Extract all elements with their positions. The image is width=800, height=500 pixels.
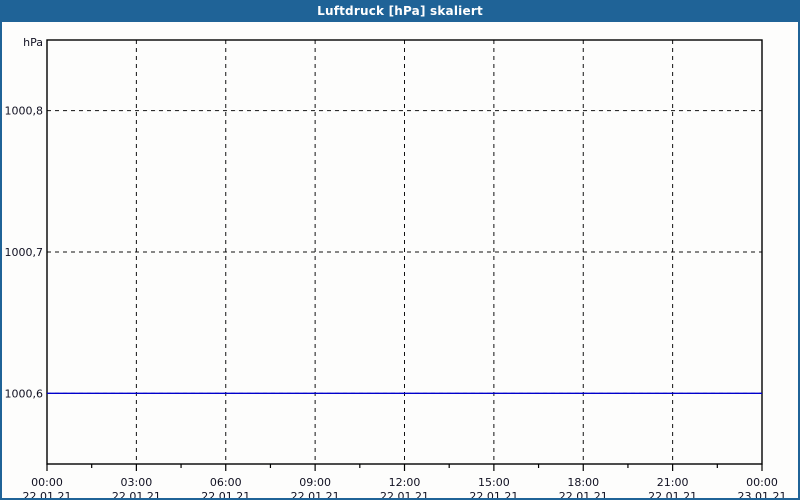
x-axis-date-label: 22.01.21 [291,490,340,498]
y-axis-tick-label: 1000,6 [5,387,44,400]
x-axis-date-label: 22.01.21 [201,490,250,498]
x-axis-time-label: 06:00 [210,476,242,489]
x-axis-date-label: 23.01.21 [738,490,787,498]
x-axis-date-label: 22.01.21 [380,490,429,498]
x-axis-tick-labels: 00:0022.01.2103:0022.01.2106:0022.01.210… [23,476,787,498]
x-axis-ticks [46,464,763,471]
y-axis-tick-labels: 1000,6 1000,7 1000,8 [5,105,44,401]
x-axis-time-label: 12:00 [389,476,421,489]
x-axis-time-label: 15:00 [478,476,510,489]
x-axis-time-label: 09:00 [299,476,331,489]
x-axis-time-label: 03:00 [121,476,153,489]
x-axis-date-label: 22.01.21 [469,490,518,498]
x-axis-time-label: 21:00 [657,476,689,489]
x-axis-date-label: 22.01.21 [648,490,697,498]
x-axis-date-label: 22.01.21 [23,490,72,498]
y-axis-tick-label: 1000,8 [5,105,44,118]
x-axis-date-label: 22.01.21 [559,490,608,498]
x-axis-time-label: 00:00 [31,476,63,489]
x-axis-time-label: 00:00 [746,476,778,489]
window-title: Luftdruck [hPa] skaliert [317,4,483,18]
y-axis-unit-label: hPa [23,36,43,49]
y-axis-tick-label: 1000,7 [5,246,44,259]
window-title-bar: Luftdruck [hPa] skaliert [0,0,800,22]
x-axis-time-label: 18:00 [567,476,599,489]
chart-plot-container: hPa 1000,6 1000,7 1000,8 00:00 22.01.21 03:0… [2,22,798,498]
x-axis-date-label: 22.01.21 [112,490,161,498]
